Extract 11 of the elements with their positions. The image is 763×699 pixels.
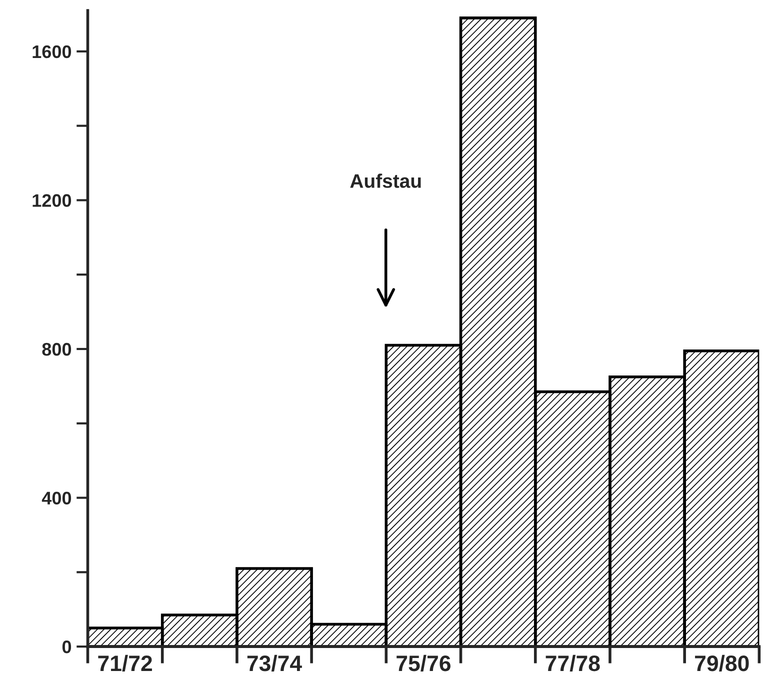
y-tick-label: 800	[42, 342, 72, 356]
y-tick-label: 1600	[32, 45, 72, 58]
x-tick-label: 71/72	[98, 654, 152, 672]
y-tick-label: 400	[42, 492, 72, 504]
y-tick-label: 0	[62, 640, 72, 654]
x-tick-label: 77/78	[546, 654, 600, 672]
y-tick-label: 1200	[32, 194, 72, 207]
x-tick-label: 73/74	[247, 654, 302, 672]
x-tick-label: 79/80	[695, 654, 749, 672]
annotation: Aufstau	[350, 174, 421, 188]
x-tick-label: 75/76	[396, 654, 450, 672]
